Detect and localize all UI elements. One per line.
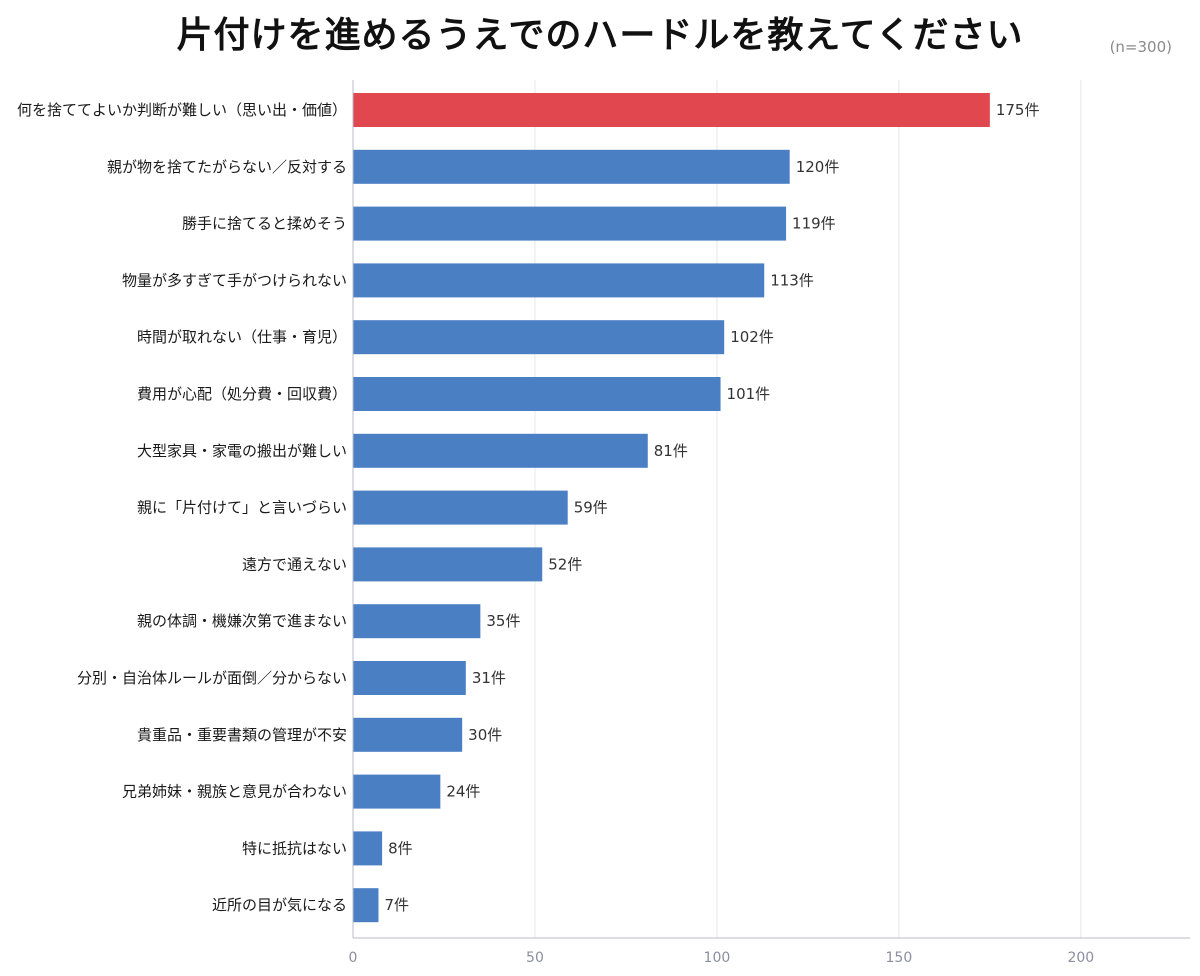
category-label: 分別・自治体ルールが面倒／分からない [77,669,347,687]
bar [353,320,725,355]
value-label: 52件 [548,555,582,573]
bar [353,149,790,184]
bar [353,433,648,468]
value-label: 113件 [770,271,814,289]
value-label: 30件 [468,726,502,744]
category-label: 兄弟姉妹・親族と意見が合わない [122,783,347,801]
bar [353,206,787,241]
value-label: 59件 [574,499,608,517]
bar [353,490,568,525]
bar [353,774,441,809]
value-label: 8件 [388,839,413,857]
x-tick-label: 50 [526,950,544,966]
category-label: 物量が多すぎて手がつけられない [122,271,347,289]
value-label: 81件 [654,442,688,460]
chart-title: 片付けを進めるうえでのハードルを教えてください [176,15,1024,56]
category-label: 勝手に捨てると揉めそう [182,215,347,233]
category-label: 費用が心配（処分費・回収費） [137,385,347,403]
x-tick-label: 200 [1067,950,1094,966]
category-label: 貴重品・重要書類の管理が不安 [137,726,347,744]
value-label: 31件 [472,669,506,687]
bar [353,604,481,639]
category-label: 親に「片付けて」と言いづらい [137,499,347,517]
bar [353,377,721,411]
value-label: 101件 [727,385,771,403]
bar [353,661,466,695]
bar [353,263,765,298]
label-layer: 何を捨ててよいか判断が難しい（思い出・価値） 175件親が物を捨てたがらない／反対… [17,101,1040,914]
sample-size-note: (n=300) [1109,38,1172,56]
x-axis: 0 50 100 150 200 [349,80,1190,966]
value-label: 7件 [384,896,409,914]
x-tick-label: 100 [704,950,731,966]
value-label: 24件 [446,783,480,801]
bar [353,547,543,582]
category-label: 時間が取れない（仕事・育児） [137,328,347,346]
bar [353,93,990,127]
bar [353,717,463,752]
value-label: 35件 [486,612,520,630]
bar [353,888,379,923]
value-label: 120件 [796,158,840,176]
category-label: 何を捨ててよいか判断が難しい（思い出・価値） [17,101,347,119]
category-label: 近所の目が気になる [212,896,347,914]
bar-layer [353,93,990,923]
category-label: 特に抵抗はない [242,839,347,857]
category-label: 大型家具・家電の搬出が難しい [137,442,347,460]
x-tick-label: 150 [886,950,913,966]
category-label: 親が物を捨てたがらない／反対する [107,158,347,176]
value-label: 119件 [792,215,836,233]
value-label: 102件 [730,328,774,346]
bar [353,831,383,866]
x-tick-label: 0 [349,950,358,966]
value-label: 175件 [996,101,1040,119]
category-label: 遠方で通えない [242,555,347,573]
category-label: 親の体調・機嫌次第で進まない [137,612,347,630]
